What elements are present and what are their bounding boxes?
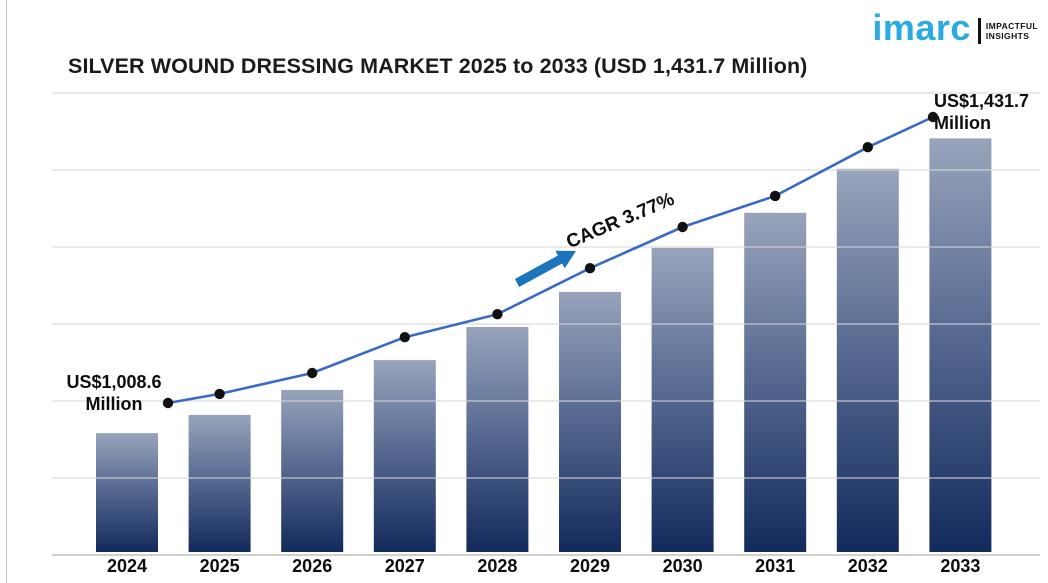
data-point-2032 bbox=[862, 142, 873, 153]
bar-2024 bbox=[96, 433, 158, 552]
logo-divider bbox=[977, 18, 981, 44]
bar-2026 bbox=[281, 389, 344, 552]
data-point-2026 bbox=[307, 367, 318, 379]
x-axis-label-2026: 2026 bbox=[292, 556, 332, 576]
page-title: SILVER WOUND DRESSING MARKET 2025 to 203… bbox=[68, 54, 808, 78]
trend-line bbox=[167, 115, 934, 405]
bar-2027 bbox=[373, 360, 436, 552]
x-axis-label-2024: 2024 bbox=[107, 556, 147, 576]
data-point-2028 bbox=[492, 309, 503, 320]
imarc-logo: imarc IMPACTFUL INSIGHTS bbox=[872, 8, 1038, 48]
x-axis-label-2027: 2027 bbox=[385, 556, 425, 576]
x-axis-label-2025: 2025 bbox=[200, 556, 240, 576]
bar-2031 bbox=[744, 212, 807, 553]
logo-tagline-line1: IMPACTFUL bbox=[985, 21, 1038, 31]
x-axis-label-2032: 2032 bbox=[848, 556, 888, 576]
bar-2032 bbox=[836, 168, 899, 553]
data-point-2027 bbox=[399, 332, 410, 343]
data-point-2029 bbox=[584, 263, 596, 274]
bar-2033 bbox=[929, 138, 992, 552]
x-axis-label-2028: 2028 bbox=[477, 556, 517, 576]
x-axis-label-2031: 2031 bbox=[755, 556, 795, 576]
imarc-logo-wordmark: imarc bbox=[872, 7, 971, 48]
end-value-line1: US$1,431.7 bbox=[934, 91, 1030, 111]
x-axis-label-2033: 2033 bbox=[940, 556, 980, 576]
bar-2028 bbox=[466, 327, 529, 552]
left-border-line bbox=[6, 0, 7, 583]
bar-2025 bbox=[188, 414, 251, 552]
data-point-2024 bbox=[162, 397, 174, 409]
data-point-2025 bbox=[214, 388, 225, 400]
data-point-2033 bbox=[927, 111, 939, 123]
cagr-arrow-icon bbox=[514, 250, 576, 287]
bar-2030 bbox=[651, 247, 714, 552]
start-value-line1: US$1,008.6 bbox=[66, 372, 162, 392]
start-value-label: US$1,008.6 Million bbox=[56, 371, 172, 415]
start-value-line2: Million bbox=[85, 394, 143, 414]
end-value-line2: Million bbox=[934, 113, 991, 133]
logo-tagline: IMPACTFUL INSIGHTS bbox=[986, 21, 1038, 41]
data-point-2030 bbox=[677, 221, 688, 233]
data-point-2031 bbox=[770, 190, 781, 202]
x-axis-label-2030: 2030 bbox=[663, 556, 703, 576]
end-value-label: US$1,431.7 Million bbox=[934, 90, 1044, 134]
bar-2029 bbox=[559, 291, 621, 552]
logo-tagline-line2: INSIGHTS bbox=[985, 31, 1030, 41]
x-axis-label-2029: 2029 bbox=[570, 556, 610, 576]
